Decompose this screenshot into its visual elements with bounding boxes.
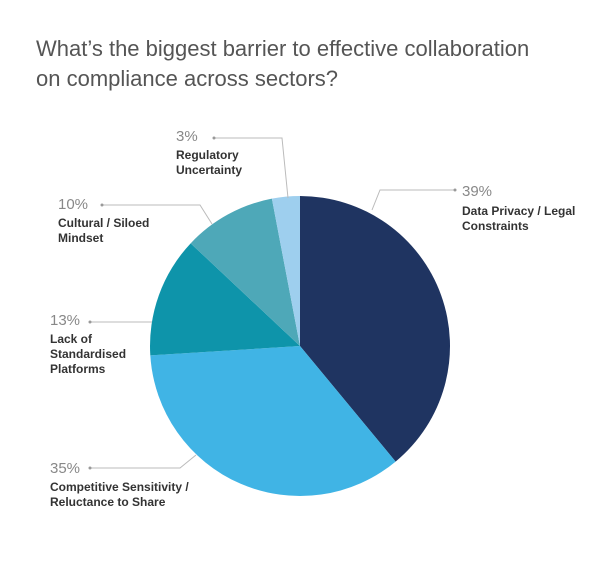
pie-slice <box>190 198 300 346</box>
leader-dot <box>88 466 92 470</box>
leader-dot <box>88 320 92 324</box>
value-label: 39% <box>462 183 493 200</box>
category-label: Data Privacy / Legal Constraints <box>462 204 576 233</box>
category-label: Cultural / Siloed Mindset <box>58 216 150 245</box>
chart-title: What’s the biggest barrier to effective … <box>36 36 530 91</box>
leader-line <box>371 189 455 211</box>
category-label: Lack of Standardised Platforms <box>50 332 127 376</box>
leader-dot <box>100 203 104 207</box>
leader-line <box>90 454 197 469</box>
value-label: 10% <box>58 196 89 213</box>
category-label: Competitive Sensitivity / Reluctance to … <box>50 480 189 509</box>
pie-slice <box>150 346 396 497</box>
leader-line <box>214 137 289 199</box>
leader-dot <box>212 136 216 140</box>
category-label: Regulatory Uncertainty <box>176 148 243 177</box>
leader-dot <box>453 188 457 192</box>
leader-line <box>102 204 213 225</box>
value-label: 13% <box>50 312 81 329</box>
pie-slice <box>271 196 300 346</box>
pie-slice <box>149 243 300 356</box>
value-label: 35% <box>50 460 81 477</box>
value-label: 3% <box>176 128 198 145</box>
pie-slice <box>300 196 451 462</box>
